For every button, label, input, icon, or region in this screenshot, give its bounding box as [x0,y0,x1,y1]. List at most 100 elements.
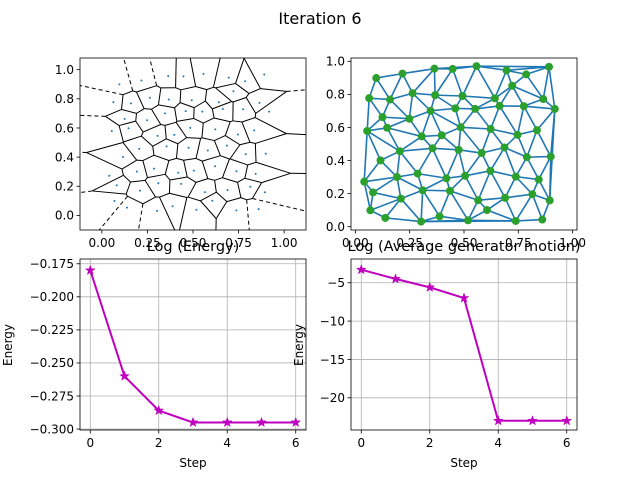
x-tick-label: 0 [357,436,365,450]
voronoi-edge [211,108,215,119]
motion-grid [351,259,577,430]
generator-point [539,95,548,104]
y-tick-label: −0.175 [30,257,74,271]
x-tick-label: 0.75 [505,236,532,250]
delaunay-edge [449,190,469,221]
energy-ylabel: Energy [1,324,15,366]
voronoi-edge [157,87,162,105]
voronoi-edge [241,121,251,143]
voronoi-cells [79,57,307,231]
x-tick-label: 0.50 [180,236,207,250]
voronoi-edge [144,177,148,181]
delaunay-edge [549,108,556,157]
voronoi-edge [229,144,241,160]
voronoi-generator-dot [167,98,170,101]
voronoi-edge [166,138,179,145]
energy-title: Log (Energy) [147,239,240,255]
voronoi-generator-dot [163,112,166,115]
voronoi-edge [142,154,155,162]
voronoi-edge [180,86,196,91]
voronoi-generator-dot [165,145,168,148]
generator-point [405,114,414,123]
voronoi-edge [130,179,146,183]
voronoi-edge [121,108,137,114]
voronoi-edge [235,58,245,84]
voronoi-edge [243,58,261,89]
voronoi-generator-dot [140,79,143,82]
delaunay-points [360,62,559,226]
voronoi-generator-dot [263,73,266,76]
delaunay-edge [399,135,423,152]
delaunay-edge [386,127,401,152]
generator-point [474,196,483,205]
voronoi-edge [201,123,204,138]
delaunay-edge [489,147,506,172]
voronoi-edge [244,164,249,179]
y-tick-label: −5 [327,276,345,290]
voronoi-edge [215,201,228,219]
y-tick-label: −0.250 [30,356,74,370]
voronoi-generator-dot [184,110,187,113]
voronoi-generator-dot [113,199,116,202]
delaunay-edge [526,129,538,158]
voronoi-edge [135,113,137,122]
voronoi-generator-dot [244,153,247,156]
x-tick-label: 0.25 [134,236,161,250]
voronoi-edge [232,97,247,103]
delaunay-ticks: 0.00 0.25 0.50 0.75 1.00 0.0 0.2 0.4 0.6 0.8 1.0 [326,55,586,250]
motion-axes-frame [350,258,578,431]
generator-point [511,216,520,225]
delaunay-edge [364,176,398,183]
voronoi-generator-dot [226,188,229,191]
generator-point [544,62,553,71]
voronoi-edge [175,57,177,88]
x-tick-label: 0.25 [396,236,423,250]
delaunay-edge [474,108,492,130]
voronoi-edge [245,93,250,98]
delaunay-edge [399,147,433,152]
delaunay-edge [515,176,533,195]
generator-point [513,130,522,139]
voronoi-ray [252,197,307,212]
delaunay-edge [422,189,441,217]
voronoi-edge [229,158,248,166]
generator-point [502,66,511,75]
voronoi-edge [206,86,214,91]
y-tick-label: 0.0 [326,220,345,234]
y-tick-label: −0.225 [30,323,74,337]
voronoi-generator-dot [253,129,256,132]
voronoi-edge [221,158,230,178]
delaunay-edge [385,217,422,223]
voronoi-edge [179,102,195,109]
delaunay-edge [489,170,506,199]
voronoi-edge [203,117,215,124]
delaunay-edge [422,177,447,191]
voronoi-generators [108,72,271,212]
voronoi-generator-dot [125,206,128,209]
star-marker [458,292,470,303]
voronoi-edge [132,90,137,93]
generator-point [393,173,402,182]
voronoi-panel: 0.00 0.25 0.50 0.75 1.00 0.0 0.2 0.4 0.6 0.8 1.0 [55,57,307,250]
generator-point [417,132,426,141]
delaunay-edge [476,65,549,68]
x-tick-label: 4 [494,436,502,450]
voronoi-edge [136,85,157,93]
motion-panel: 0 2 4 6 −20 −15 −10 −5 Log (Average generator m… [292,239,580,470]
generator-point [495,101,504,110]
voronoi-edge [121,159,138,170]
generator-point [448,64,457,73]
voronoi-ray [79,84,124,96]
delaunay-edge [412,92,432,112]
voronoi-edge [213,86,216,89]
delaunay-edge [494,70,508,99]
voronoi-edge [159,192,170,198]
voronoi-edge [214,135,226,142]
motion-series [355,263,573,426]
voronoi-edge [255,161,291,174]
voronoi-edge [121,168,124,176]
voronoi-edge [135,120,144,133]
delaunay-edge [421,110,432,137]
voronoi-ray [98,195,128,231]
delaunay-edge [429,110,443,136]
